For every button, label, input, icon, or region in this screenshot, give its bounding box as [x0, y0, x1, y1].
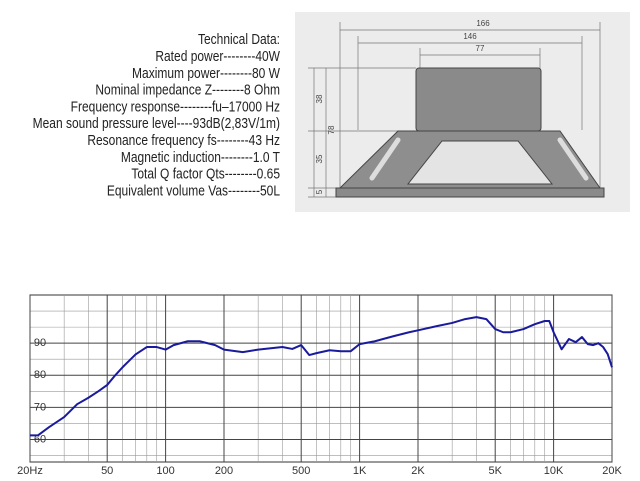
- y-tick-label: 70: [34, 401, 46, 413]
- spec-line: Nominal impedance Z--------8 Ohm: [95, 81, 280, 98]
- spec-line: Frequency response--------fu–17000 Hz: [71, 98, 281, 115]
- x-tick-label: 1K: [353, 465, 367, 477]
- dimension-label: 38: [315, 94, 324, 103]
- x-tick-label: 20Hz: [17, 465, 43, 477]
- dimension-label: 77: [476, 44, 485, 53]
- specs-title: Technical Data:: [198, 31, 280, 48]
- spec-line: Magnetic induction--------1.0 T: [121, 149, 280, 166]
- dimension-label: 35: [315, 154, 324, 163]
- speaker-diagram: 166 146 77 38 78 35 5: [295, 12, 630, 212]
- spec-line: Total Q factor Qts--------0.65: [131, 165, 280, 182]
- x-tick-label: 100: [156, 465, 174, 477]
- dimension-lines: [308, 22, 601, 198]
- y-tick-label: 60: [34, 433, 46, 445]
- dimension-label: 166: [476, 19, 490, 28]
- spec-line: Rated power--------40W: [155, 48, 280, 65]
- plot-frame: [29, 294, 613, 463]
- x-tick-label: 200: [215, 465, 233, 477]
- slot: [557, 137, 589, 181]
- x-tick-label: 500: [292, 465, 310, 477]
- y-tick-label: 80: [34, 369, 46, 381]
- line: [30, 316, 613, 437]
- basket-window: [406, 140, 554, 185]
- specs: Technical Data: Rated power--------40W M…: [33, 31, 281, 199]
- frame: [335, 187, 605, 198]
- x-tick-label: 10K: [544, 465, 564, 477]
- spec-line: Resonance frequency fs--------43 Hz: [87, 132, 280, 149]
- y-tick-label: 90: [34, 337, 46, 349]
- spec-line: Equivalent volume Vas--------50L: [107, 182, 281, 199]
- dimension-label: 146: [463, 32, 477, 41]
- x-tick-label: 2K: [411, 465, 425, 477]
- x-tick-label: 20K: [602, 465, 622, 477]
- dimension-label: 5: [315, 189, 324, 194]
- slot: [369, 137, 401, 181]
- x-tick-label: 50: [101, 465, 113, 477]
- magnet: [415, 67, 542, 132]
- spec-line: Maximum power--------80 W: [132, 65, 280, 82]
- spec-line: Mean sound pressure level----93dB(2,83V/…: [33, 115, 280, 132]
- x-tick-label: 5K: [488, 465, 502, 477]
- dimension-label: 78: [327, 125, 336, 134]
